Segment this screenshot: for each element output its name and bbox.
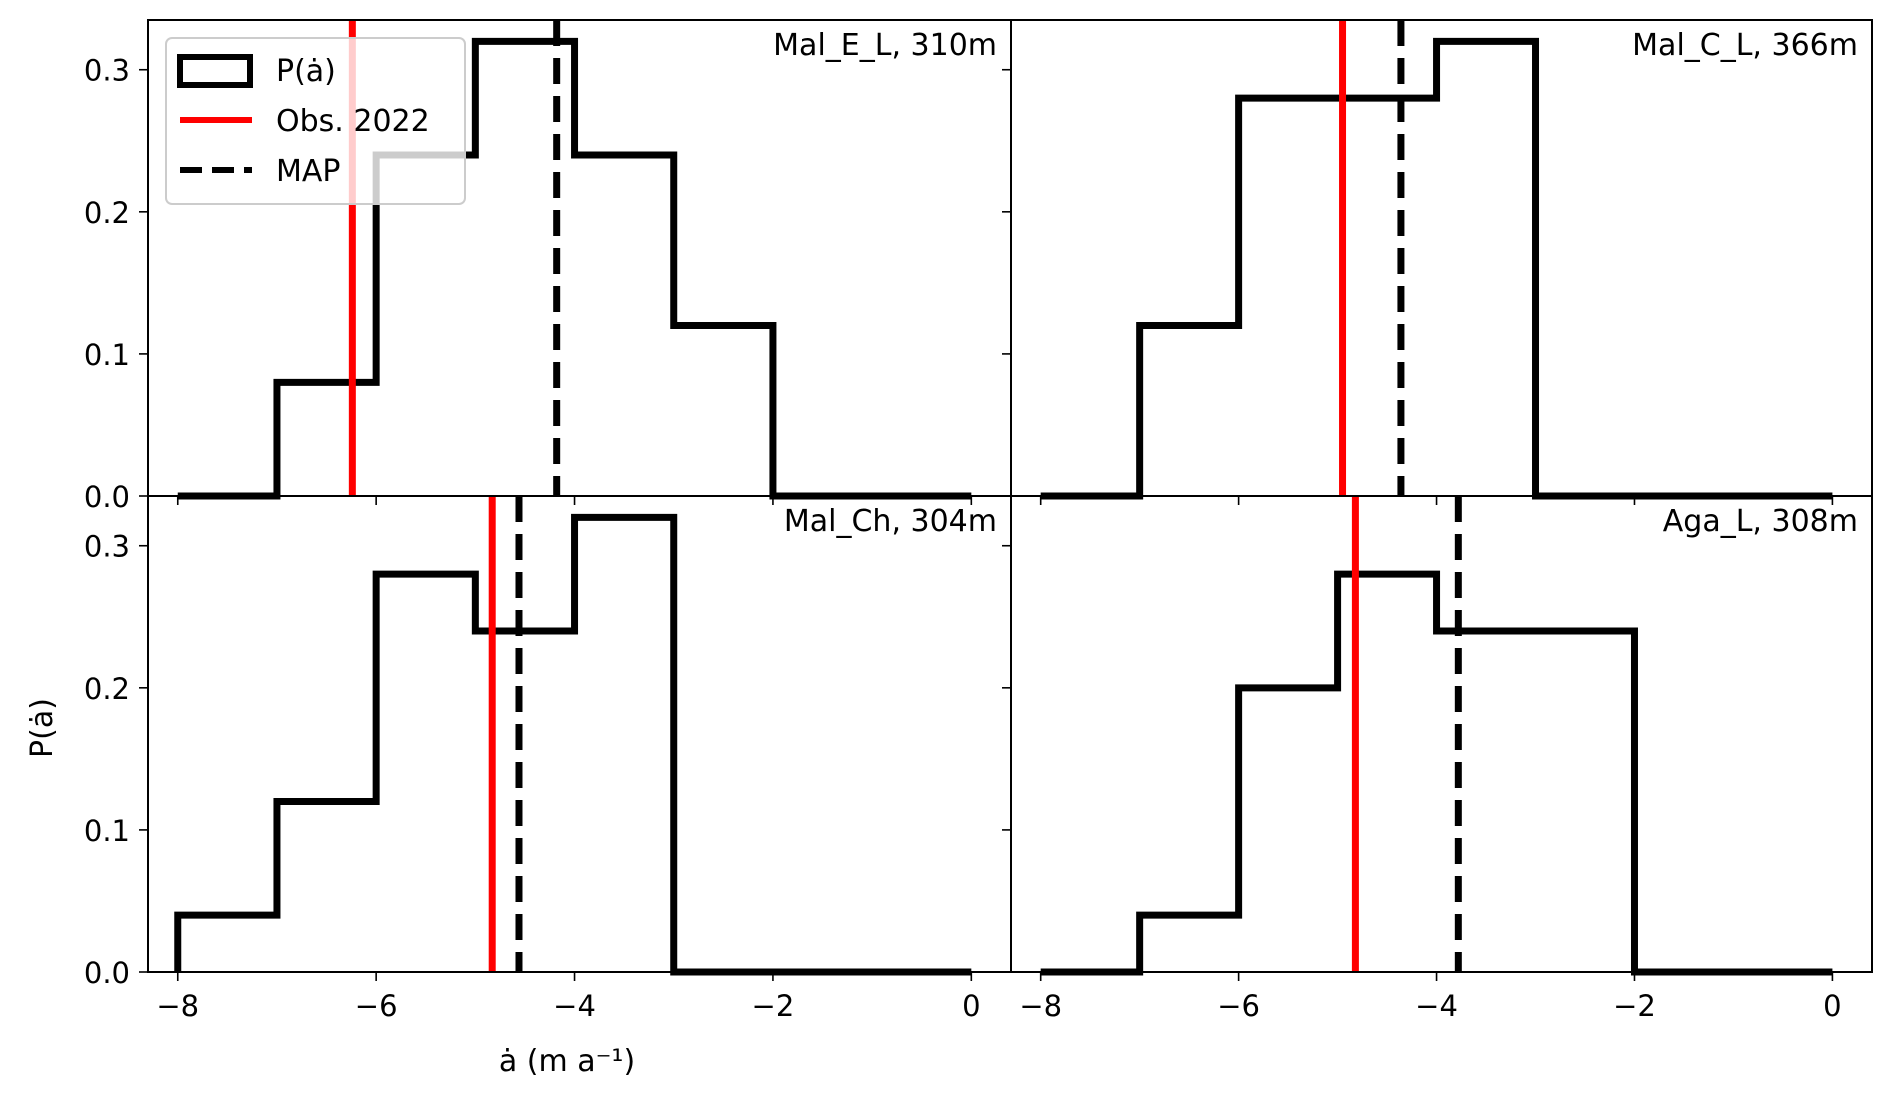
legend-frame [165, 37, 466, 205]
x-tick-label: 0 [962, 989, 980, 1023]
legend-label-map: MAP [276, 154, 341, 189]
x-tick-label: −4 [1415, 989, 1458, 1023]
panel-2: Mal_C_L, 366m [1002, 19, 1873, 505]
panel-frame [1010, 495, 1873, 973]
histogram-outline [1040, 570, 1833, 976]
panel-3: −8 −6 −4 −2 0 0.0 0.1 0.2 0.3 Mal_Ch, 304m [84, 495, 1012, 1023]
x-tick-label: −8 [1019, 989, 1062, 1023]
x-tick-label: −2 [752, 989, 795, 1023]
y-tick-label: 0.2 [84, 196, 130, 230]
y-tick-label: 0.0 [84, 480, 130, 514]
y-axis-label: P(ȧ) [25, 698, 60, 758]
y-tick-label: 0.1 [84, 338, 130, 372]
legend: P(ȧ) Obs. 2022 MAP [165, 37, 466, 205]
x-axis-label: ȧ (m a⁻¹) [499, 1044, 635, 1079]
panel-title: Mal_C_L, 366m [1632, 28, 1858, 63]
histogram-outline [174, 513, 972, 976]
y-tick-label: 0.1 [84, 814, 130, 848]
y-tick-label: 0.0 [84, 956, 130, 990]
panel-title: Mal_E_L, 310m [773, 28, 997, 63]
x-tick-label: −2 [1613, 989, 1656, 1023]
legend-label-observation: Obs. 2022 [276, 104, 430, 139]
panel-4: −8 −6 −4 −2 0 Aga_L, 308m [1002, 495, 1873, 1023]
histogram-outline [177, 37, 972, 500]
panels-layer: 0.0 0.1 0.2 0.3 Mal_E_L, 310m Mal_C_L, 366m −8… [84, 19, 1873, 1023]
x-tick-label: −6 [1217, 989, 1260, 1023]
y-tick-label: 0.3 [84, 54, 130, 88]
panel-title: Mal_Ch, 304m [784, 504, 997, 539]
x-tick-label: −6 [355, 989, 398, 1023]
histogram-outline [1040, 37, 1833, 500]
legend-label-histogram: P(ȧ) [276, 54, 336, 89]
y-tick-label: 0.3 [84, 530, 130, 564]
y-tick-label: 0.2 [84, 672, 130, 706]
panel-title: Aga_L, 308m [1663, 504, 1858, 539]
x-tick-label: −8 [156, 989, 199, 1023]
legend-swatch-histogram [177, 54, 253, 88]
x-tick-label: 0 [1823, 989, 1841, 1023]
x-tick-label: −4 [553, 989, 596, 1023]
